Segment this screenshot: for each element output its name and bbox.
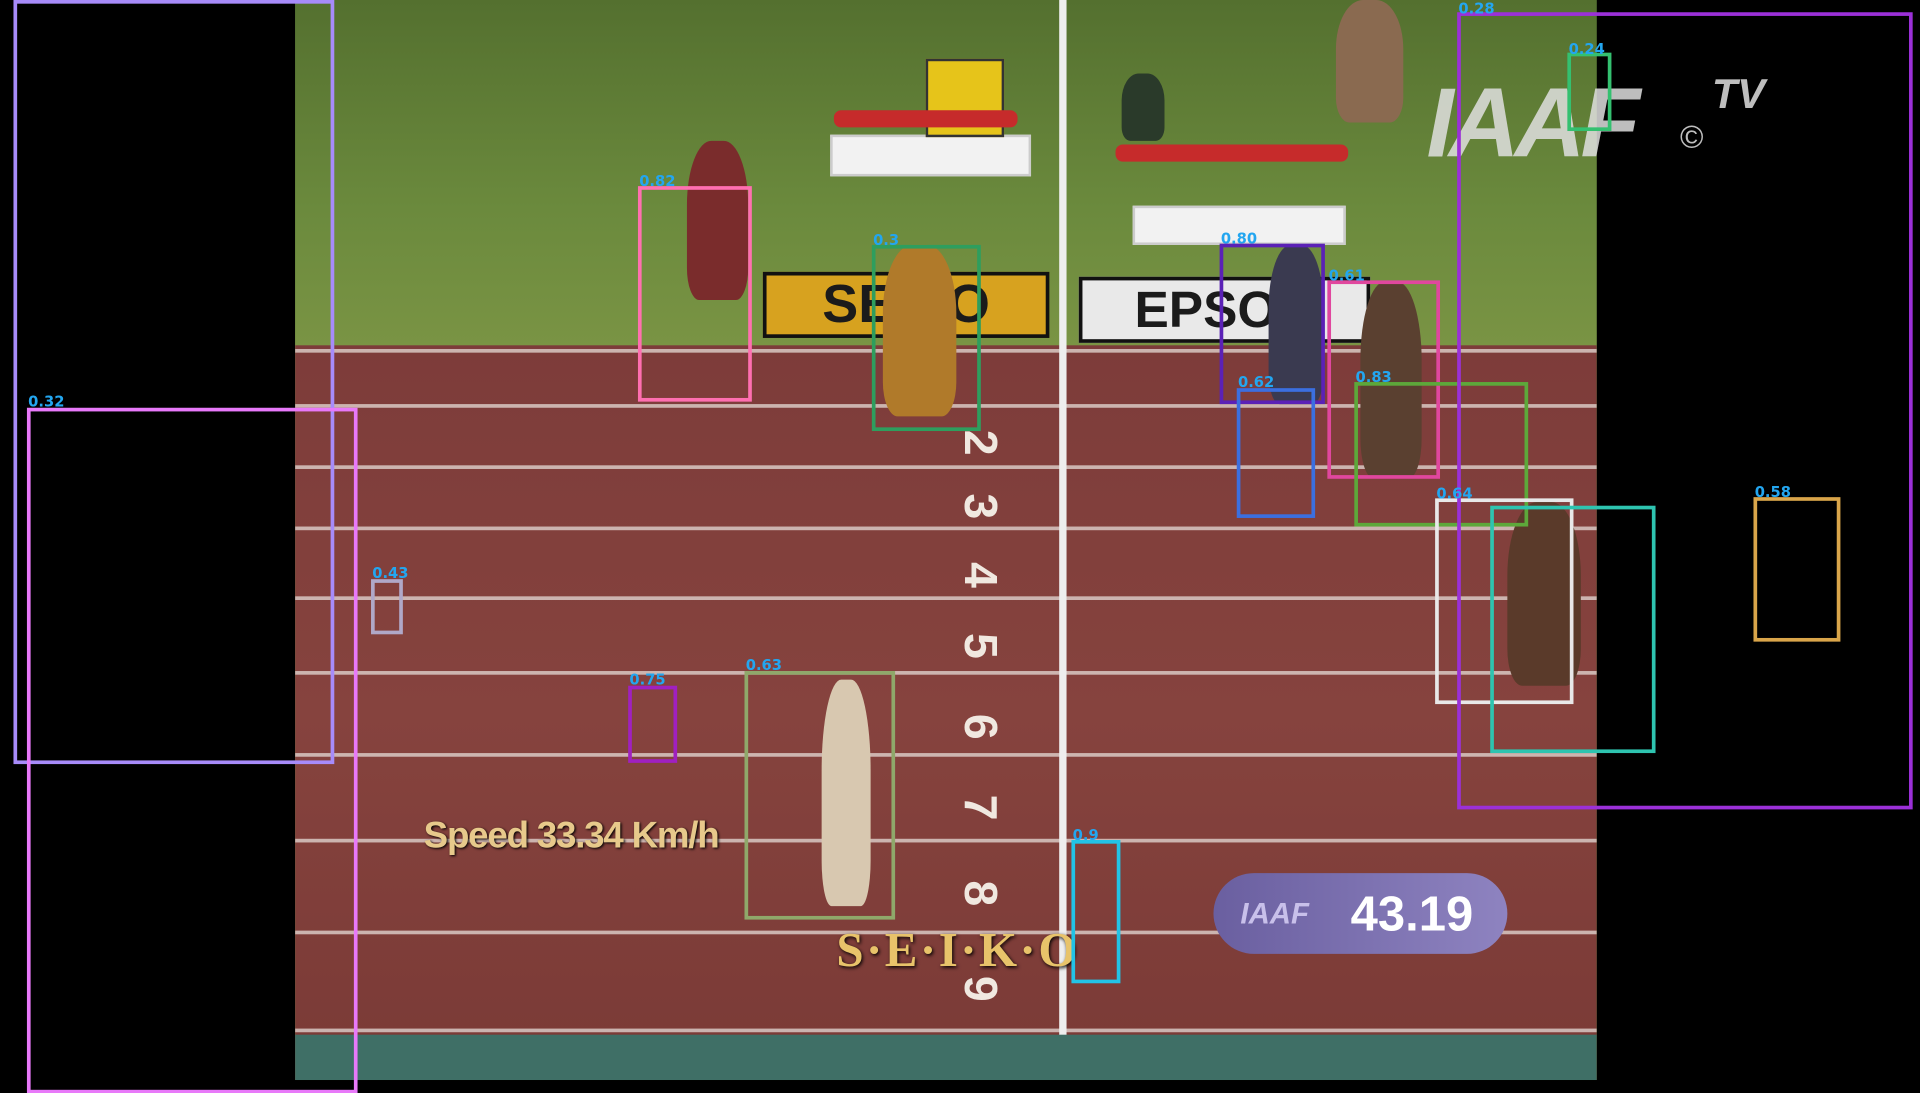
runner bbox=[1507, 502, 1581, 686]
detection-box bbox=[1490, 505, 1656, 754]
detection-confidence-label: 0.3 bbox=[873, 231, 900, 249]
photographer bbox=[686, 140, 749, 301]
lane-line bbox=[295, 1028, 1597, 1033]
detection-box bbox=[1457, 12, 1913, 810]
detection-box bbox=[1236, 388, 1316, 518]
lane-line bbox=[295, 838, 1597, 843]
runner bbox=[882, 244, 957, 417]
detection-confidence-label: 0.58 bbox=[1754, 483, 1791, 501]
detection-confidence-label: 0.32 bbox=[28, 393, 65, 411]
runner bbox=[821, 679, 871, 907]
track-edge-band bbox=[295, 1034, 1597, 1081]
detection-box bbox=[744, 671, 896, 920]
lane-line bbox=[295, 596, 1597, 601]
detection-confidence-label: 0.28 bbox=[1458, 0, 1495, 18]
lane-line bbox=[295, 930, 1597, 935]
detection-confidence-label: 0.63 bbox=[745, 656, 782, 674]
lane-number: 4 bbox=[953, 561, 1006, 588]
lane-number: 9 bbox=[953, 975, 1006, 1002]
logo-tv-mark: TV bbox=[1711, 71, 1766, 118]
detection-box bbox=[628, 685, 678, 763]
timer-value: 43.19 bbox=[1350, 887, 1474, 942]
speed-readout: Speed 33.34 Km/h bbox=[423, 815, 720, 856]
timer-label: IAAF bbox=[1240, 897, 1309, 931]
detection-box bbox=[1219, 243, 1325, 405]
officials-table-left bbox=[830, 134, 1032, 177]
detection-box bbox=[1435, 498, 1574, 705]
detection-box bbox=[1071, 840, 1121, 984]
detection-box bbox=[1753, 497, 1841, 642]
detection-confidence-label: 0.80 bbox=[1220, 230, 1258, 248]
detection-box bbox=[637, 186, 752, 402]
lane-number: 6 bbox=[953, 713, 1006, 740]
lane-line bbox=[295, 753, 1597, 757]
lane-number: 3 bbox=[953, 493, 1006, 520]
race-timer: IAAF 43.19 bbox=[1213, 873, 1508, 954]
detection-box bbox=[26, 407, 358, 1093]
runner bbox=[1360, 281, 1422, 478]
lane-number: 2 bbox=[953, 429, 1006, 456]
detection-confidence-label: 0.61 bbox=[1328, 266, 1365, 285]
detection-confidence-label: 0.9 bbox=[1072, 826, 1099, 844]
detection-confidence-label: 0.82 bbox=[639, 172, 676, 190]
red-chairs-left bbox=[833, 110, 1018, 128]
detection-box bbox=[1354, 382, 1529, 527]
detection-box bbox=[1327, 280, 1441, 479]
detection-box bbox=[371, 579, 403, 635]
seiko-track-logo: S·E·I·K·O bbox=[836, 922, 1079, 978]
finish-line bbox=[1059, 0, 1067, 1081]
logo-copyright-mark: © bbox=[1680, 118, 1704, 156]
detection-confidence-label: 0.64 bbox=[1436, 484, 1473, 503]
detection-box bbox=[13, 0, 335, 765]
detection-box bbox=[871, 244, 981, 432]
runner bbox=[1335, 0, 1404, 123]
lane-line bbox=[295, 671, 1597, 675]
detection-confidence-label: 0.83 bbox=[1355, 368, 1392, 386]
detection-box bbox=[1567, 52, 1612, 132]
lane-number: 8 bbox=[953, 880, 1006, 907]
runner bbox=[1268, 244, 1324, 405]
detection-confidence-label: 0.75 bbox=[629, 671, 666, 689]
lane-number: 7 bbox=[953, 794, 1006, 821]
lane-line bbox=[295, 465, 1597, 469]
lane-number: 5 bbox=[953, 632, 1006, 659]
official bbox=[1121, 73, 1165, 141]
detection-confidence-label: 0.24 bbox=[1568, 40, 1605, 58]
iaaf-tv-logo: IAAF bbox=[1426, 68, 1641, 178]
detection-confidence-label: 0.62 bbox=[1237, 373, 1275, 391]
detection-confidence-label: 0.43 bbox=[372, 564, 409, 582]
red-chairs-right bbox=[1115, 144, 1349, 162]
race-video-frame: SEIKO EPSON 2 3 4 5 6 7 8 9 Speed 33.34 … bbox=[295, 0, 1597, 1081]
lane-line bbox=[295, 526, 1597, 531]
